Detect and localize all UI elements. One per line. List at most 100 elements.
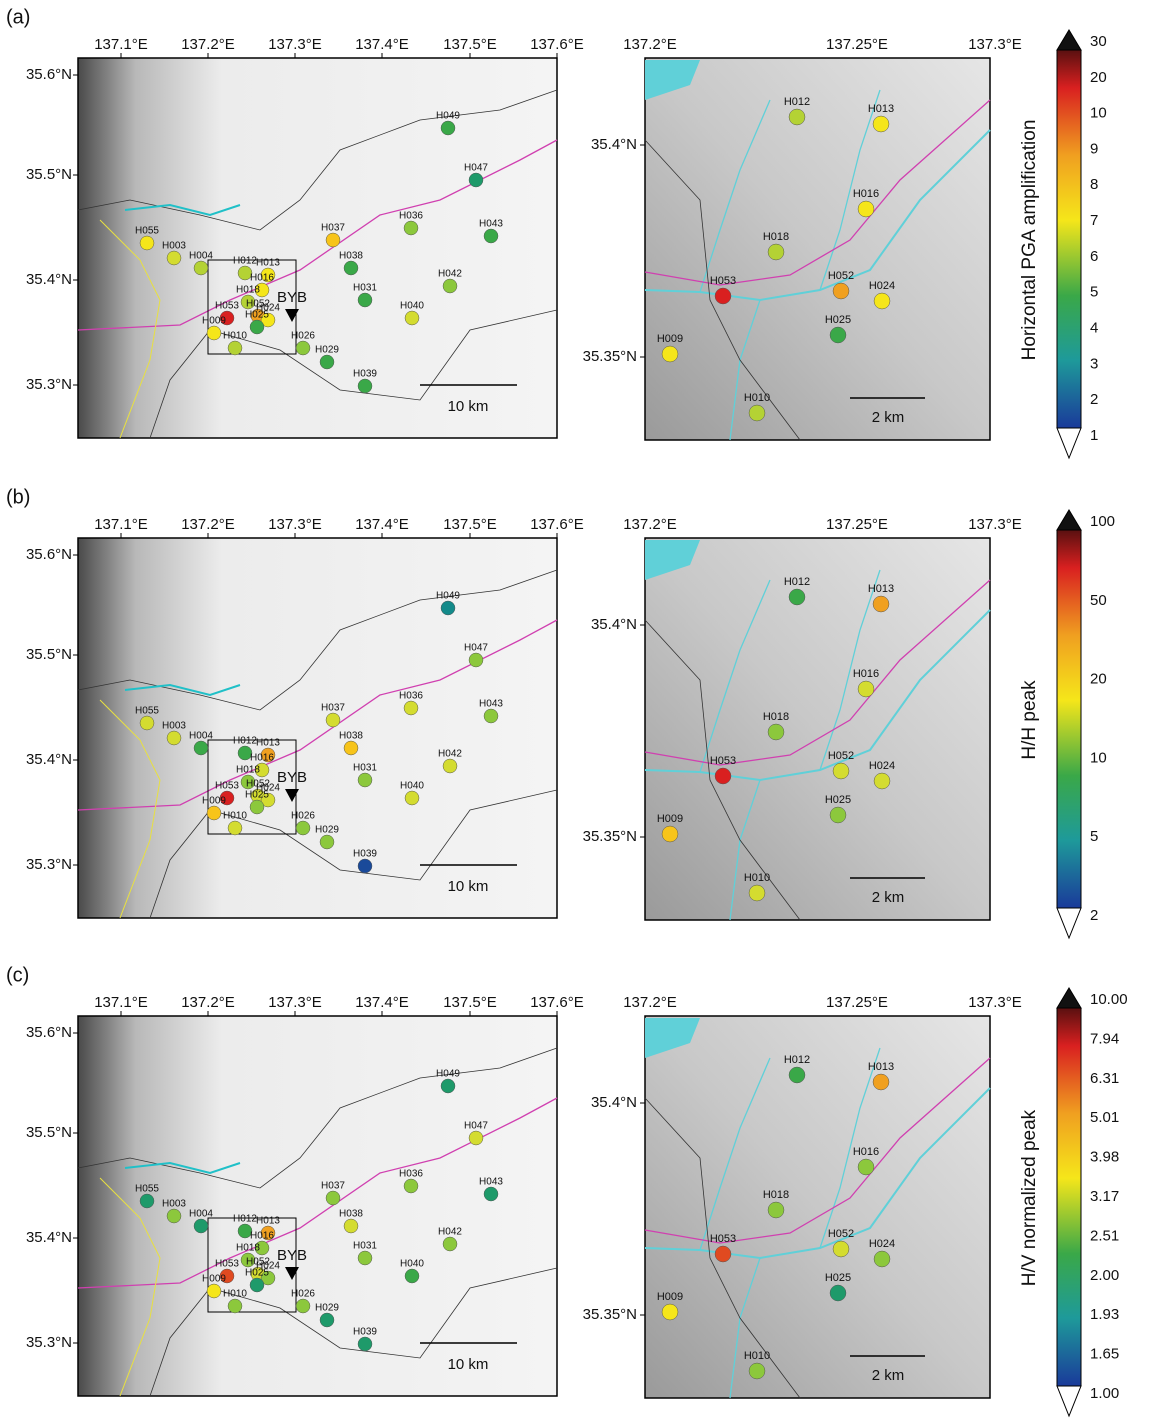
station-label: H003: [162, 721, 186, 732]
byb-label: BYB: [277, 769, 307, 786]
boundary: [644, 139, 801, 441]
station: [872, 595, 890, 613]
byb-label: BYB: [277, 289, 307, 306]
station: [325, 232, 341, 248]
colorbar-title: H/V normalized peak: [1019, 1109, 1040, 1286]
boundary: [149, 789, 558, 919]
colorbar-tick-label: 3.17: [1090, 1188, 1119, 1205]
station-label: H012: [784, 96, 810, 108]
station: [166, 250, 182, 266]
lat-tick-label: 35.4°N: [26, 751, 72, 768]
colorbar-tick-label: 4: [1090, 320, 1098, 337]
station: [206, 1283, 222, 1299]
station-label: H039: [353, 369, 377, 380]
station: [260, 312, 276, 328]
lake: [645, 540, 700, 580]
station: [295, 340, 311, 356]
station-label: H024: [256, 1261, 280, 1272]
station-label: H052: [246, 299, 270, 310]
station: [788, 588, 806, 606]
station: [254, 1240, 270, 1256]
road: [99, 699, 161, 919]
colorbar-bottom: [1056, 907, 1082, 940]
road: [644, 99, 991, 286]
station: [872, 115, 890, 133]
station: [748, 404, 766, 422]
station: [748, 1362, 766, 1380]
station-label: H039: [353, 1327, 377, 1338]
station: [714, 1245, 732, 1263]
station: [829, 326, 847, 344]
station: [227, 820, 243, 836]
lon-tick-label: 137.3°E: [968, 994, 1022, 1011]
station: [206, 805, 222, 821]
road: [77, 619, 558, 811]
station: [240, 294, 256, 310]
station: [237, 265, 253, 281]
colorbar-tick-label: 3.98: [1090, 1149, 1119, 1166]
station: [249, 319, 265, 335]
station-label: H018: [236, 765, 260, 776]
lon-tick-label: 137.2°E: [623, 516, 677, 533]
colorbar-bottom: [1056, 1385, 1082, 1418]
station: [260, 1270, 276, 1286]
station: [139, 1193, 155, 1209]
station: [442, 758, 458, 774]
station-label: H055: [135, 706, 159, 717]
station-label: H025: [825, 1272, 851, 1284]
colorbar-tick-label: 2: [1090, 907, 1098, 924]
station: [319, 1312, 335, 1328]
station: [440, 1078, 456, 1094]
station-label: H013: [256, 738, 280, 749]
station-label: H053: [215, 781, 239, 792]
lon-tick-label: 137.25°E: [826, 994, 888, 1011]
station: [857, 680, 875, 698]
boundary: [77, 89, 558, 231]
station-label: H010: [744, 872, 770, 884]
colorbar-tick-label: 6: [1090, 248, 1098, 265]
station-label: H043: [479, 699, 503, 710]
colorbar-tick-label: 7.94: [1090, 1030, 1119, 1047]
station-label: H016: [250, 1231, 274, 1242]
station: [357, 1336, 373, 1352]
station: [219, 790, 235, 806]
lon-tick-label: 137.2°E: [181, 516, 235, 533]
colorbar-top: [1056, 509, 1082, 531]
lon-tick-label: 137.2°E: [181, 36, 235, 53]
station-label: H010: [223, 331, 247, 342]
station-label: H037: [321, 1181, 345, 1192]
road: [99, 219, 161, 439]
station: [748, 884, 766, 902]
colorbar-body: [1056, 1007, 1082, 1387]
lat-tick-label: 35.35°N: [583, 348, 637, 365]
station-label: H024: [869, 760, 895, 772]
station-label: H042: [438, 749, 462, 760]
lon-tick-label: 137.2°E: [181, 994, 235, 1011]
station: [661, 345, 679, 363]
station: [166, 1208, 182, 1224]
station: [219, 310, 235, 326]
colorbar-tick-label: 20: [1090, 671, 1107, 688]
station-label: H053: [710, 755, 736, 767]
station-label: H038: [339, 251, 363, 262]
station: [240, 774, 256, 790]
station-label: H004: [189, 731, 213, 742]
lat-tick-label: 35.4°N: [26, 271, 72, 288]
station: [249, 1277, 265, 1293]
lat-tick-label: 35.35°N: [583, 1306, 637, 1323]
station-label: H036: [399, 691, 423, 702]
road: [99, 1177, 161, 1397]
station-label: H009: [657, 1291, 683, 1303]
lon-tick-label: 137.4°E: [355, 36, 409, 53]
station: [403, 1178, 419, 1194]
station-label: H042: [438, 269, 462, 280]
station-label: H053: [710, 275, 736, 287]
colorbar-tick-label: 10.00: [1090, 991, 1128, 1008]
station: [193, 260, 209, 276]
colorbar: 10.00 7.94 6.31 5.01 3.98 3.17 2.51 2.00 1.93 1.6…: [1019, 987, 1128, 1418]
station-label: H009: [202, 1274, 226, 1285]
colorbar-tick-label: 10: [1090, 749, 1107, 766]
station: [661, 825, 679, 843]
